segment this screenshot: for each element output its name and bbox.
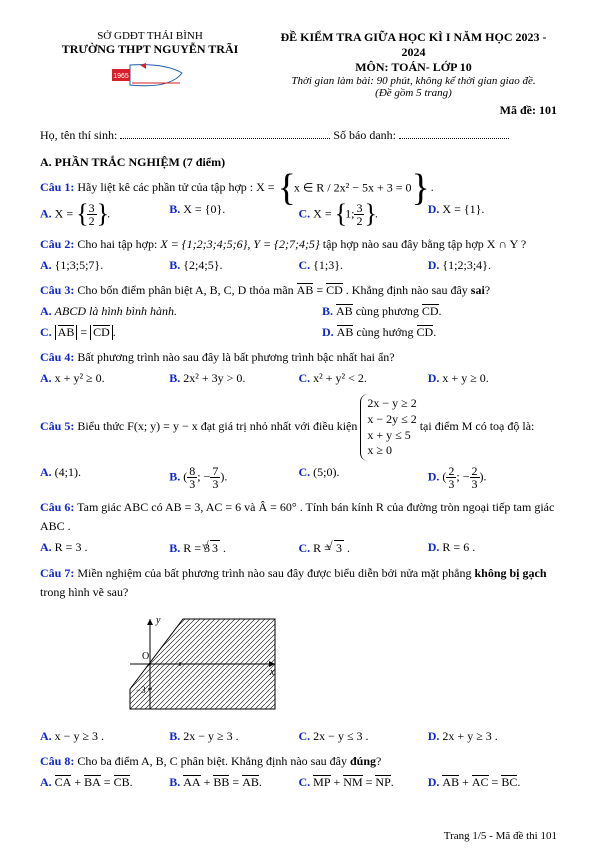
question-5: Câu 5: Biểu thức F(x; y) = y − x đạt giá… [40, 394, 557, 460]
name-fill-line: Họ, tên thí sinh: Số báo danh: [40, 128, 557, 143]
q8-options: A. CA + BA = CB. B. AA + BB = AB. C. MP … [40, 775, 557, 790]
exam-title: ĐỀ KIỂM TRA GIỮA HỌC KÌ I NĂM HỌC 2023 -… [270, 30, 557, 60]
question-1: Câu 1: Hãy liệt kê các phần tử của tập h… [40, 178, 557, 198]
page-footer: Trang 1/5 - Mã đề thi 101 [40, 830, 557, 842]
svg-text:1965: 1965 [113, 73, 129, 80]
exam-note: (Đề gồm 5 trang) [270, 87, 557, 99]
q1-text: Hãy liệt kê các phần tử của tập hợp : X … [77, 180, 277, 194]
question-4: Câu 4: Bất phương trình nào sau đây là b… [40, 348, 557, 367]
q5-options: A. (4;1). B. (83; −73). C. (5;0). D. (23… [40, 465, 557, 490]
svg-text:O: O [142, 651, 149, 662]
svg-text:x: x [269, 667, 275, 678]
q3-options-1: A. ABCD là hình bình hành. B. AB cùng ph… [40, 304, 557, 319]
question-6: Câu 6: Tam giác ABC có AB = 3, AC = 6 và… [40, 498, 557, 536]
q6-options: A. R = 3 . B. R = 33 . C. R = 3 . D. R =… [40, 540, 557, 556]
header-left: SỞ GDĐT THÁI BÌNH TRƯỜNG THPT NGUYỄN TRÃ… [40, 30, 260, 118]
q1-options: A. X = {32}. B. X = {0}. C. X = {1;32}. … [40, 202, 557, 227]
question-2: Câu 2: Cho hai tập hợp: X = {1;2;3;4;5;6… [40, 235, 557, 254]
section-a-title: A. PHẦN TRẮC NGHIỆM (7 điểm) [40, 155, 557, 170]
q3-options-2: C. AB = CD. D. AB cùng hướng CD. [40, 325, 557, 340]
header-right: ĐỀ KIỂM TRA GIỮA HỌC KÌ I NĂM HỌC 2023 -… [270, 30, 557, 118]
q1-set: x ∈ R / 2x² − 5x + 3 = 0 [294, 181, 412, 195]
exam-subject: MÔN: TOÁN- LỚP 10 [270, 60, 557, 75]
svg-text:y: y [155, 615, 161, 626]
header: SỞ GDĐT THÁI BÌNH TRƯỜNG THPT NGUYỄN TRÃ… [40, 30, 557, 118]
sbd-dots [399, 129, 509, 139]
school: TRƯỜNG THPT NGUYỄN TRÃI [40, 42, 260, 57]
question-3: Câu 3: Cho bốn điểm phân biệt A, B, C, D… [40, 281, 557, 300]
exam-time: Thời gian làm bài: 90 phút, không kể thờ… [270, 75, 557, 87]
exam-code: Mã đề: 101 [270, 103, 557, 118]
question-8: Câu 8: Cho ba điểm A, B, C phân biệt. Kh… [40, 752, 557, 771]
q7-options: A. x − y ≥ 3 . B. 2x − y ≥ 3 . C. 2x − y… [40, 729, 557, 744]
q5-system: 2x − y ≥ 2 x − 2y ≤ 2 x + y ≤ 5 x ≥ 0 [360, 394, 416, 460]
q4-options: A. x + y² ≥ 0. B. 2x² + 3y > 0. C. x² + … [40, 371, 557, 386]
school-logo: 1965 [110, 61, 190, 101]
name-dots [120, 129, 330, 139]
name-label: Họ, tên thí sinh: [40, 128, 120, 142]
svg-text:−3: −3 [136, 685, 146, 695]
q1-label: Câu 1: [40, 180, 74, 194]
question-7: Câu 7: Miền nghiệm của bất phương trình … [40, 564, 557, 602]
q2-options: A. {1;3;5;7}. B. {2;4;5}. C. {1;3}. D. {… [40, 258, 557, 273]
q7-graph: O x y −3 [120, 609, 557, 723]
sbd-label: Số báo danh: [333, 128, 399, 142]
sgd: SỞ GDĐT THÁI BÌNH [40, 30, 260, 42]
